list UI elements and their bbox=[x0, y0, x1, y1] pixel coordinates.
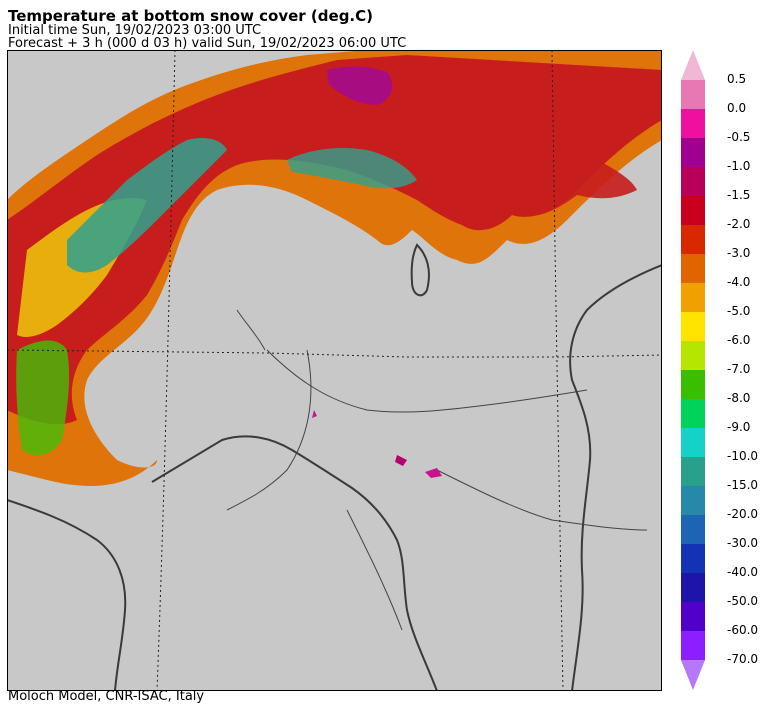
legend-swatch bbox=[681, 225, 705, 255]
legend-swatch bbox=[681, 399, 705, 429]
map-outlines bbox=[7, 243, 662, 691]
region-border-1 bbox=[266, 349, 588, 413]
legend-label: -7.0 bbox=[727, 362, 751, 376]
region-border-4 bbox=[346, 509, 403, 631]
legend-swatch bbox=[681, 428, 705, 458]
gridline-lon-west bbox=[156, 50, 176, 691]
legend-label: -1.5 bbox=[727, 188, 751, 202]
alps-band-green bbox=[16, 340, 70, 456]
legend-swatch bbox=[681, 544, 705, 574]
legend-label: -40.0 bbox=[727, 565, 759, 579]
initial-time-label: Initial time Sun, 19/02/2023 03:00 UTC bbox=[8, 23, 262, 38]
coastline-west bbox=[7, 499, 127, 691]
legend-swatch bbox=[681, 341, 705, 371]
color-legend bbox=[681, 50, 705, 690]
region-borders bbox=[226, 309, 648, 631]
coastline-ligurian bbox=[151, 435, 438, 691]
legend-swatch bbox=[681, 631, 705, 661]
legend-swatch bbox=[681, 109, 705, 139]
legend-label: -6.0 bbox=[727, 333, 751, 347]
legend-label: -2.0 bbox=[727, 217, 751, 231]
legend-arrow-top bbox=[681, 50, 705, 80]
legend-swatch bbox=[681, 486, 705, 516]
legend-label: -9.0 bbox=[727, 420, 751, 434]
model-credit: Moloch Model, CNR-ISAC, Italy bbox=[8, 689, 205, 704]
map-title: Temperature at bottom snow cover (deg.C) bbox=[8, 7, 373, 25]
legend-label: -60.0 bbox=[727, 623, 759, 637]
legend-label: -4.0 bbox=[727, 275, 751, 289]
lake-garda bbox=[410, 243, 430, 297]
legend-label: -8.0 bbox=[727, 391, 751, 405]
legend-label: -15.0 bbox=[727, 478, 759, 492]
magenta-spot-2 bbox=[425, 468, 442, 478]
magenta-spot-3 bbox=[312, 410, 317, 418]
legend-label: -1.0 bbox=[727, 159, 751, 173]
legend-swatch bbox=[681, 196, 705, 226]
legend-label: -0.5 bbox=[727, 130, 751, 144]
legend-swatch bbox=[681, 254, 705, 284]
region-border-3 bbox=[436, 469, 648, 531]
alps-east-red bbox=[505, 138, 637, 217]
legend-label: -70.0 bbox=[727, 652, 759, 666]
legend-swatch bbox=[681, 138, 705, 168]
gridline-lat-45 bbox=[7, 349, 662, 358]
legend-label: -30.0 bbox=[727, 536, 759, 550]
alps-band-teal bbox=[67, 138, 227, 273]
legend-swatch bbox=[681, 80, 705, 110]
region-border-2 bbox=[226, 349, 312, 511]
alps-band-teal-2 bbox=[287, 148, 417, 189]
legend-label: -50.0 bbox=[727, 594, 759, 608]
legend-label: -10.0 bbox=[727, 449, 759, 463]
legend-label: -5.0 bbox=[727, 304, 751, 318]
legend-label: -20.0 bbox=[727, 507, 759, 521]
gridline-lon-east bbox=[551, 50, 564, 691]
temperature-map bbox=[7, 50, 662, 691]
legend-label: 0.0 bbox=[727, 101, 747, 115]
magenta-spot-1 bbox=[395, 455, 407, 466]
legend-swatch bbox=[681, 573, 705, 603]
legend-swatch bbox=[681, 370, 705, 400]
legend-arrow-bottom bbox=[681, 660, 705, 690]
legend-swatch bbox=[681, 602, 705, 632]
coastline-adriatic bbox=[569, 264, 662, 691]
forecast-label: Forecast + 3 h (000 d 03 h) valid Sun, 1… bbox=[8, 36, 407, 51]
map-frame bbox=[7, 50, 662, 691]
legend-label: -3.0 bbox=[727, 246, 751, 260]
spot-markers bbox=[312, 410, 442, 478]
legend-swatch bbox=[681, 283, 705, 313]
alps-band-red bbox=[7, 55, 662, 425]
alps-band-purple bbox=[327, 66, 393, 105]
legend-swatch bbox=[681, 515, 705, 545]
legend-swatch bbox=[681, 312, 705, 342]
snow-temperature-field bbox=[7, 50, 662, 486]
latlon-grid bbox=[7, 50, 662, 691]
legend-swatch bbox=[681, 457, 705, 487]
region-border-5 bbox=[236, 309, 266, 351]
legend-label: 0.5 bbox=[727, 72, 747, 86]
legend-swatch bbox=[681, 167, 705, 197]
